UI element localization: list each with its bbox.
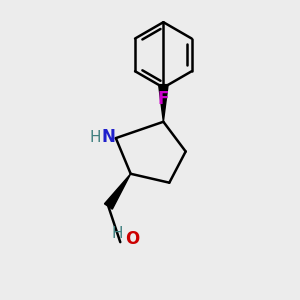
Polygon shape (104, 174, 131, 209)
Text: H: H (89, 130, 101, 145)
Text: O: O (125, 230, 139, 248)
Text: F: F (158, 90, 169, 108)
Polygon shape (159, 85, 168, 122)
Text: H: H (112, 226, 123, 241)
Text: N: N (101, 128, 115, 146)
